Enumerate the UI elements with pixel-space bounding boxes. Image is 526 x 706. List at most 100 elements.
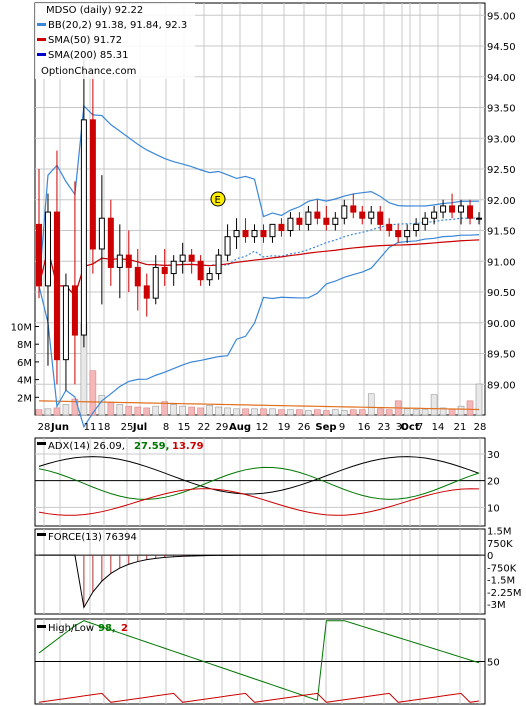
candle-body — [197, 260, 204, 281]
candle-body — [107, 217, 114, 268]
volume-bar — [44, 408, 52, 416]
candle-body — [431, 211, 438, 219]
x-tick-label: 28 — [38, 422, 51, 433]
candle-body — [71, 285, 78, 336]
candle-body — [404, 230, 411, 238]
highlow-tick-label: 50 — [487, 658, 500, 669]
candle-body — [251, 230, 258, 238]
adx-line — [38, 456, 480, 495]
x-tick-label: 28 — [474, 422, 487, 433]
price-tick-label: 94.50 — [487, 42, 516, 53]
candle-body — [458, 205, 465, 213]
force-tick-label: -2.25M — [487, 588, 522, 599]
force-line — [39, 554, 479, 609]
candle-body — [467, 205, 474, 219]
volume-tick-label: 10M — [11, 323, 32, 334]
volume-bar — [349, 409, 357, 416]
low-line — [38, 692, 480, 703]
adx-minus-di-label: 13.79 — [172, 441, 204, 452]
candle-body — [323, 217, 330, 225]
adx-tick-label: 20 — [487, 477, 500, 488]
volume-tick-label: 4M — [17, 376, 32, 387]
force-tick-label: 0 — [487, 551, 493, 562]
x-tick-label: Sep — [315, 422, 336, 433]
candle-body — [386, 223, 393, 232]
volume-bar — [179, 405, 186, 416]
candle-body — [215, 254, 222, 275]
force-tick-label: -1.5M — [487, 576, 515, 587]
x-tick-label: 9 — [339, 422, 345, 433]
candle-body — [278, 223, 285, 232]
watermark: OptionChance.com — [41, 66, 136, 77]
x-tick-label: 22 — [198, 422, 211, 433]
event-marker-label: E — [215, 195, 221, 206]
volume-bar — [152, 405, 160, 416]
force-tick-label: -750K — [487, 563, 517, 574]
volume-bar — [287, 409, 294, 416]
candle-body — [116, 254, 123, 268]
volume-bar — [385, 409, 393, 416]
x-tick-label: Oct — [400, 422, 419, 433]
volume-bar — [341, 410, 348, 416]
price-tick-label: 90.50 — [487, 288, 516, 299]
volume-bar — [260, 408, 267, 416]
grid-lines — [35, 3, 485, 704]
volume-bar — [439, 407, 447, 416]
volume-bar — [466, 400, 474, 416]
volume-bar — [457, 405, 465, 416]
price-tick-label: 89.50 — [487, 350, 516, 361]
volume-bar — [143, 407, 151, 416]
candle-body — [233, 230, 240, 238]
adx-label: ADX(14) 26.09, — [48, 441, 125, 452]
bollinger-upper-line — [38, 104, 480, 286]
bollinger-lower-line — [38, 234, 480, 429]
legend-bb-swatch — [37, 23, 46, 26]
force-tick-label: 1.5M — [487, 527, 512, 538]
volume-bar — [475, 383, 483, 416]
volume-tick-label: 6M — [17, 358, 32, 369]
candle-body — [206, 273, 213, 281]
x-tick-label: 19 — [278, 422, 291, 433]
volume-bar — [367, 393, 375, 416]
volume-bar — [188, 406, 195, 416]
candle-body — [143, 285, 150, 299]
axis-labels: 95.00 94.50 94.00 93.50 93.00 92.50 92.00 91.50… — [11, 11, 522, 668]
x-tick-label: 15 — [178, 422, 191, 433]
volume-tick-label: 2M — [17, 393, 32, 404]
bollinger-middle-line — [38, 217, 480, 297]
x-tick-label: 29 — [216, 422, 229, 433]
x-tick-label: 30 — [396, 422, 409, 433]
force-legend: FORCE(13) 76394 — [37, 532, 137, 543]
force-tick-label: 750K — [487, 539, 513, 550]
volume-bar — [170, 404, 177, 416]
price-tick-label: 92.50 — [487, 165, 516, 176]
legend-bb: BB(20,2) 91.38, 91.84, 92.3 — [48, 20, 187, 31]
volume-bar — [296, 409, 303, 416]
legend-sma50: SMA(50) 91.72 — [48, 35, 122, 46]
x-tick-label: 7 — [417, 422, 423, 433]
candle-body — [395, 230, 402, 238]
volume-bar — [233, 408, 240, 416]
minus-di-line — [38, 488, 480, 516]
x-tick-label: 21 — [454, 422, 467, 433]
candle-body — [449, 205, 456, 213]
candle-body — [125, 254, 132, 268]
candle-body — [440, 205, 447, 213]
adx-tick-label: 10 — [487, 503, 500, 514]
volume-bar — [125, 405, 133, 416]
price-panel-frame — [34, 2, 486, 416]
highlow-low-label: 2 — [121, 623, 128, 634]
candle-body — [332, 217, 339, 225]
volume-bar — [269, 408, 276, 416]
symbol-label: MDSO (daily) 92.22 — [46, 5, 143, 16]
legend-sma200-swatch — [37, 53, 46, 56]
price-tick-label: 93.00 — [487, 134, 516, 145]
volume-bar — [376, 408, 384, 416]
plus-di-line — [38, 466, 480, 500]
price-tick-label: 91.00 — [487, 257, 516, 268]
x-tick-label: 14 — [432, 422, 445, 433]
volume-bar — [206, 404, 213, 416]
candle-body — [134, 266, 141, 287]
price-tick-label: 89.00 — [487, 380, 516, 391]
candle-body — [152, 266, 159, 299]
